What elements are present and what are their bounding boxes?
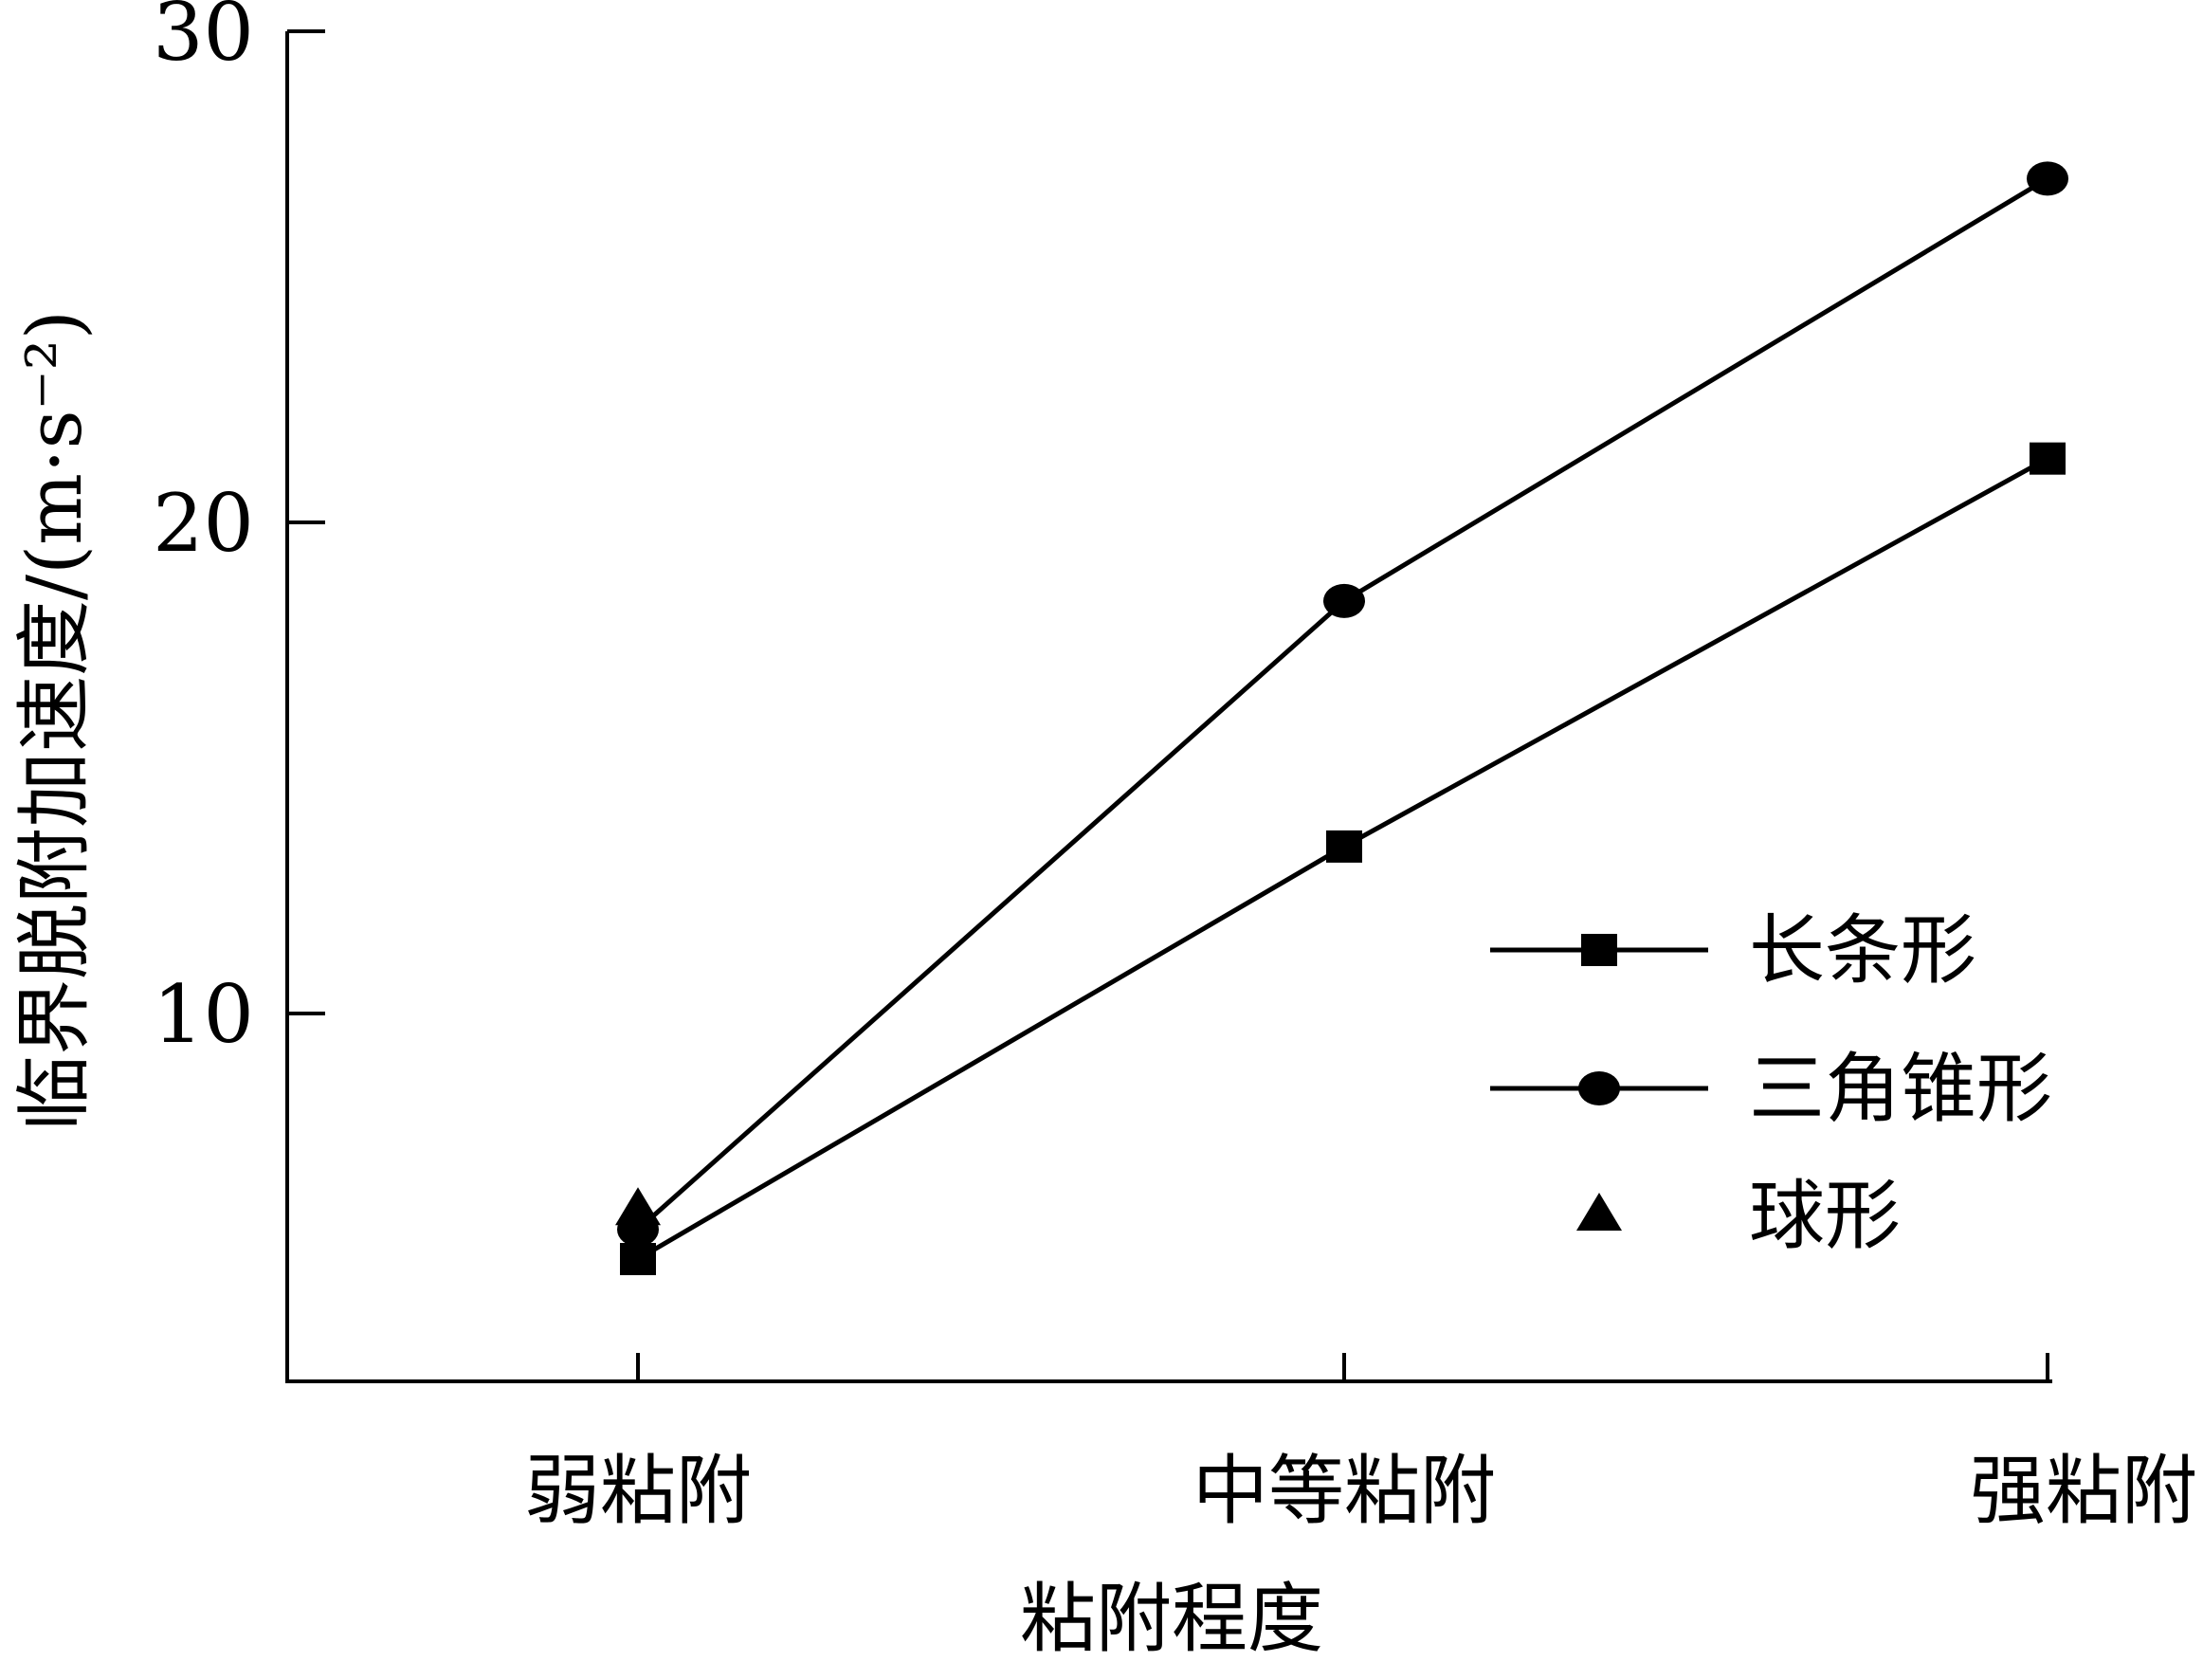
- legend-marker-square: [1581, 934, 1617, 966]
- data-point-square: [2030, 442, 2066, 475]
- legend-item: 长条形: [1490, 906, 1976, 995]
- y-axis-title: 临界脱附加速度/(m·s⁻²): [10, 310, 99, 1131]
- legend-marker-triangle: [1576, 1193, 1622, 1231]
- y-tick-label: 10: [153, 968, 254, 1061]
- legend-marker-circle: [1578, 1071, 1620, 1105]
- y-tick-label: 20: [153, 477, 254, 570]
- series-triangle: [615, 1187, 661, 1226]
- data-point-circle: [1323, 583, 1365, 618]
- y-ticks: 10 20 30: [153, 0, 325, 1061]
- legend-item: 三角锥形: [1490, 1045, 2052, 1133]
- series-square: [620, 442, 2066, 1275]
- data-point-triangle: [615, 1187, 661, 1226]
- legend-label: 长条形: [1749, 906, 1976, 995]
- legend-label: 三角锥形: [1749, 1045, 2052, 1133]
- x-tick-label: 中等粘附: [1193, 1447, 1496, 1535]
- data-point-square: [620, 1243, 656, 1275]
- x-axis-title: 粘附程度: [1020, 1575, 1323, 1663]
- data-point-circle: [2027, 161, 2068, 196]
- legend-item: 球形: [1576, 1172, 1901, 1260]
- axes: [285, 31, 2052, 1383]
- y-tick-label: 30: [153, 0, 254, 79]
- series-layer: [615, 161, 2068, 1275]
- x-tick-label: 强粘附: [1970, 1447, 2197, 1535]
- legend-label: 球形: [1749, 1172, 1901, 1260]
- x-tick-label: 弱粘附: [524, 1447, 752, 1535]
- x-ticks: 弱粘附 中等粘附 强粘附: [524, 1353, 2197, 1535]
- data-point-square: [1326, 830, 1362, 863]
